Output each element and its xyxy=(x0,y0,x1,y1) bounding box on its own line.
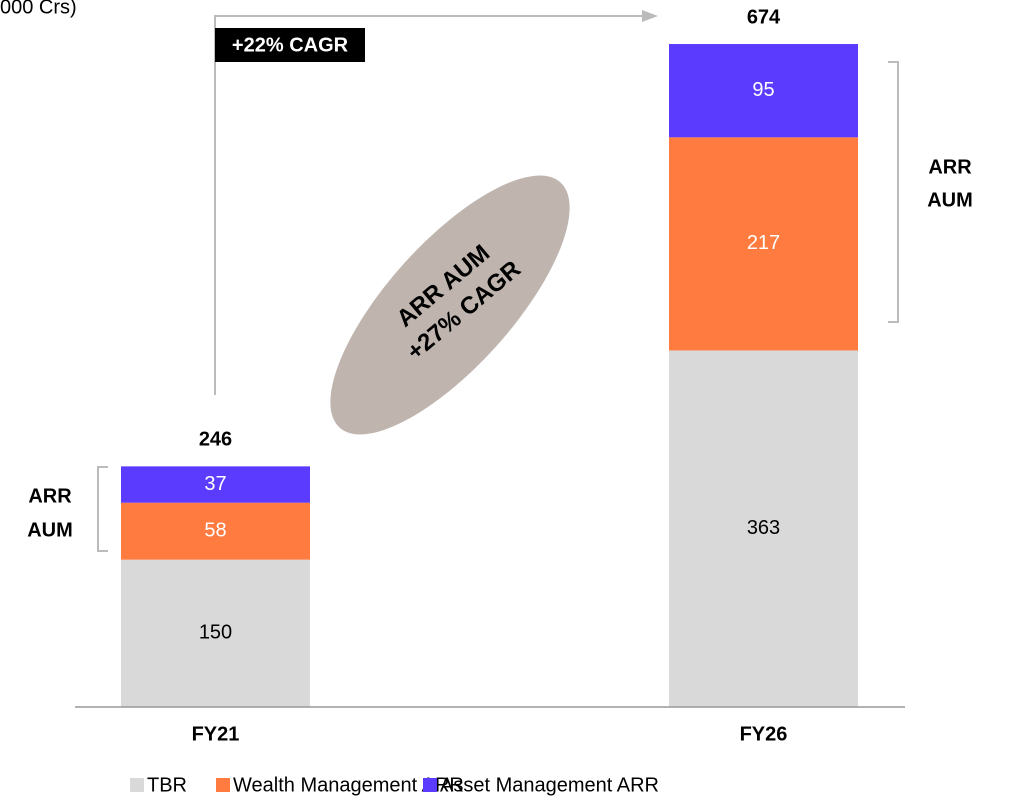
legend-swatch xyxy=(216,778,230,792)
legend-label: TBR xyxy=(147,774,187,796)
bracket-label: ARR xyxy=(928,156,972,178)
legend-swatch xyxy=(130,778,144,792)
bracket xyxy=(888,61,899,323)
bracket-label: ARR xyxy=(28,485,72,507)
bar-segment xyxy=(121,559,310,707)
cagr-box xyxy=(215,28,365,62)
bar-segment xyxy=(669,44,858,138)
x-tick-label: FY21 xyxy=(192,723,240,745)
bar-segment xyxy=(121,502,310,560)
bracket-label: AUM xyxy=(927,189,973,211)
bar-segment xyxy=(669,350,858,707)
total-label: 674 xyxy=(747,6,781,28)
value-label: 95 xyxy=(752,79,774,101)
cagr-label: +22% CAGR xyxy=(232,34,349,56)
bar-segment xyxy=(121,466,310,503)
legend-label: Asset Management ARR xyxy=(440,774,659,796)
value-label: 217 xyxy=(747,232,780,254)
value-label: 58 xyxy=(204,519,226,541)
legend-swatch xyxy=(423,778,437,792)
value-label: 37 xyxy=(204,473,226,495)
ellipse xyxy=(330,175,570,435)
bar-segment xyxy=(669,137,858,351)
arrow-head xyxy=(642,10,658,22)
bracket-label: AUM xyxy=(27,519,73,541)
cagr-arrow xyxy=(214,15,645,395)
legend-label: Wealth Management ARR xyxy=(233,774,464,796)
value-label: 150 xyxy=(199,622,232,644)
total-label: 246 xyxy=(199,429,232,451)
value-label: 363 xyxy=(747,517,780,539)
bracket xyxy=(97,466,108,552)
x-tick-label: FY26 xyxy=(740,723,788,745)
chart-title: 000 Crs) xyxy=(0,0,77,18)
